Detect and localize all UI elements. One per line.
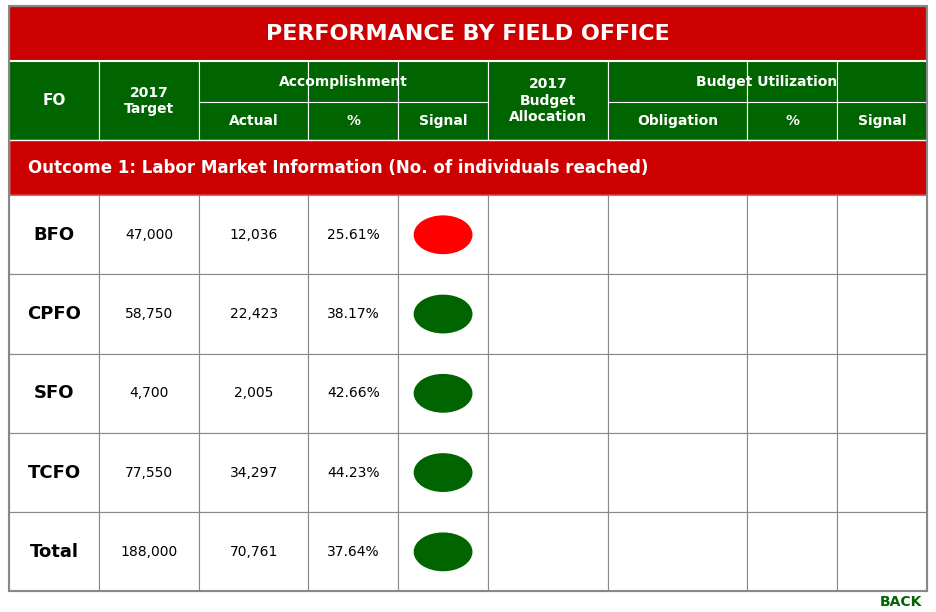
FancyBboxPatch shape [99,195,198,274]
FancyBboxPatch shape [607,354,747,433]
Circle shape [415,533,472,570]
FancyBboxPatch shape [607,512,747,591]
FancyBboxPatch shape [398,354,488,433]
FancyBboxPatch shape [607,433,747,512]
FancyBboxPatch shape [747,433,837,512]
Text: 44.23%: 44.23% [327,466,380,480]
FancyBboxPatch shape [198,354,309,433]
Circle shape [415,454,472,491]
FancyBboxPatch shape [99,512,198,591]
FancyBboxPatch shape [9,433,99,512]
FancyBboxPatch shape [9,354,99,433]
Circle shape [415,296,472,333]
Text: 58,750: 58,750 [124,307,173,321]
Text: %: % [346,114,360,129]
FancyBboxPatch shape [99,354,198,433]
FancyBboxPatch shape [837,195,927,274]
FancyBboxPatch shape [607,274,747,354]
FancyBboxPatch shape [488,195,607,274]
FancyBboxPatch shape [99,274,198,354]
FancyBboxPatch shape [309,61,398,140]
FancyBboxPatch shape [607,61,747,140]
FancyBboxPatch shape [747,195,837,274]
FancyBboxPatch shape [198,195,309,274]
Text: 37.64%: 37.64% [327,545,380,559]
Text: 38.17%: 38.17% [327,307,380,321]
Text: 42.66%: 42.66% [327,386,380,400]
FancyBboxPatch shape [9,512,99,591]
FancyBboxPatch shape [837,354,927,433]
FancyBboxPatch shape [99,61,198,140]
FancyBboxPatch shape [9,274,99,354]
Text: FO: FO [42,93,66,108]
Text: %: % [785,114,799,129]
Text: TCFO: TCFO [28,463,80,482]
FancyBboxPatch shape [9,61,99,140]
Text: CPFO: CPFO [27,305,81,323]
FancyBboxPatch shape [9,195,99,274]
Text: SFO: SFO [34,384,75,402]
Text: 70,761: 70,761 [229,545,278,559]
FancyBboxPatch shape [9,140,927,195]
Text: Total: Total [30,543,79,561]
FancyBboxPatch shape [309,274,398,354]
FancyBboxPatch shape [398,61,488,140]
FancyBboxPatch shape [198,433,309,512]
FancyBboxPatch shape [309,433,398,512]
FancyBboxPatch shape [309,512,398,591]
FancyBboxPatch shape [837,274,927,354]
FancyBboxPatch shape [747,274,837,354]
Text: Budget Utilization: Budget Utilization [696,75,838,89]
Text: 2017
Target: 2017 Target [124,86,174,116]
Text: Signal: Signal [418,114,467,129]
Text: 2017
Budget
Allocation: 2017 Budget Allocation [508,77,587,124]
FancyBboxPatch shape [309,195,398,274]
Text: Actual: Actual [228,114,278,129]
FancyBboxPatch shape [607,195,747,274]
FancyBboxPatch shape [309,354,398,433]
Text: 25.61%: 25.61% [327,228,380,242]
Text: BFO: BFO [34,226,75,244]
Text: 77,550: 77,550 [124,466,173,480]
Text: PERFORMANCE BY FIELD OFFICE: PERFORMANCE BY FIELD OFFICE [266,23,670,43]
Text: Signal: Signal [857,114,906,129]
FancyBboxPatch shape [398,433,488,512]
FancyBboxPatch shape [837,61,927,140]
FancyBboxPatch shape [99,433,198,512]
FancyBboxPatch shape [198,274,309,354]
Text: 2,005: 2,005 [234,386,273,400]
FancyBboxPatch shape [747,61,837,140]
Text: Accomplishment: Accomplishment [279,75,408,89]
FancyBboxPatch shape [488,433,607,512]
Text: 188,000: 188,000 [121,545,178,559]
FancyBboxPatch shape [747,512,837,591]
Text: 4,700: 4,700 [129,386,168,400]
FancyBboxPatch shape [398,512,488,591]
FancyBboxPatch shape [488,61,607,140]
FancyBboxPatch shape [398,195,488,274]
FancyBboxPatch shape [488,274,607,354]
Text: 22,423: 22,423 [229,307,278,321]
FancyBboxPatch shape [198,512,309,591]
Text: 47,000: 47,000 [124,228,173,242]
Text: 34,297: 34,297 [229,466,278,480]
FancyBboxPatch shape [837,512,927,591]
Circle shape [415,216,472,253]
Text: Obligation: Obligation [636,114,718,129]
Text: Outcome 1: Labor Market Information (No. of individuals reached): Outcome 1: Labor Market Information (No.… [28,159,649,177]
Text: BACK: BACK [880,594,922,608]
FancyBboxPatch shape [198,61,309,140]
FancyBboxPatch shape [9,6,927,61]
FancyBboxPatch shape [488,354,607,433]
FancyBboxPatch shape [488,512,607,591]
Circle shape [415,375,472,412]
FancyBboxPatch shape [837,433,927,512]
FancyBboxPatch shape [398,274,488,354]
Text: 12,036: 12,036 [229,228,278,242]
FancyBboxPatch shape [747,354,837,433]
